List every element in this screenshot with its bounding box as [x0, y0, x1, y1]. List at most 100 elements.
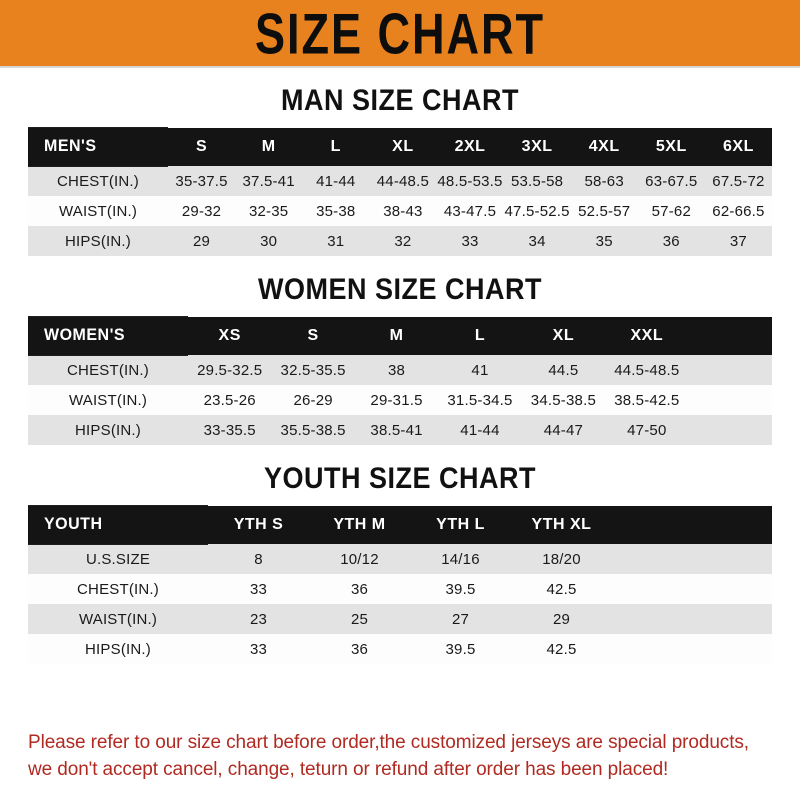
disclaimer-note: Please refer to our size chart before or… — [28, 730, 782, 784]
table-row: CHEST(IN.) 29.5-32.5 32.5-35.5 38 41 44.… — [28, 355, 772, 385]
youth-hips-spacer — [612, 634, 772, 664]
women-size-header-xl: XL — [521, 317, 606, 355]
man-waist-2xl: 43-47.5 — [436, 196, 504, 226]
disclaimer-line-2: we don't accept cancel, change, teturn o… — [28, 758, 669, 780]
women-chest-xs: 29.5-32.5 — [188, 355, 272, 385]
man-row-label-waist: WAIST(IN.) — [28, 196, 168, 226]
youth-chest-spacer — [612, 574, 772, 604]
women-waist-xxl: 38.5-42.5 — [605, 385, 689, 415]
man-size-header-3xl: 3XL — [503, 128, 571, 166]
women-waist-xl: 34.5-38.5 — [521, 385, 606, 415]
youth-chest-l: 39.5 — [410, 574, 511, 604]
youth-size-header-s: YTH S — [208, 506, 309, 544]
women-chest-l: 41 — [438, 355, 522, 385]
man-chest-m: 37.5-41 — [235, 166, 303, 196]
women-size-header-xxl: XXL — [605, 317, 689, 355]
youth-row-label-waist: WAIST(IN.) — [28, 604, 208, 634]
youth-ussize-xl: 18/20 — [511, 544, 612, 574]
women-hips-spacer — [688, 415, 772, 445]
man-waist-m: 32-35 — [235, 196, 303, 226]
table-row: HIPS(IN.) 33 36 39.5 42.5 — [28, 634, 772, 664]
man-waist-4xl: 52.5-57 — [570, 196, 638, 226]
youth-table-body: U.S.SIZE 8 10/12 14/16 18/20 CHEST(IN.) … — [28, 544, 772, 664]
women-size-header-xs: XS — [188, 317, 272, 355]
youth-row-label-ussize: U.S.SIZE — [28, 544, 208, 574]
women-row-label-chest: CHEST(IN.) — [28, 355, 188, 385]
man-size-table: MEN'S S M L XL 2XL 3XL 4XL 5XL 6XL CHEST… — [28, 127, 772, 256]
youth-waist-l: 27 — [410, 604, 511, 634]
man-size-header-s: S — [168, 128, 236, 166]
man-hips-2xl: 33 — [436, 226, 504, 256]
man-table-header: MEN'S S M L XL 2XL 3XL 4XL 5XL 6XL — [28, 127, 772, 167]
table-row: CHEST(IN.) 33 36 39.5 42.5 — [28, 574, 772, 604]
man-waist-xl: 38-43 — [369, 196, 437, 226]
man-chest-3xl: 53.5-58 — [503, 166, 571, 196]
table-row: HIPS(IN.) 29 30 31 32 33 34 35 36 37 — [28, 226, 772, 256]
women-size-header-s: S — [271, 317, 355, 355]
women-hips-xxl: 47-50 — [605, 415, 689, 445]
youth-ussize-spacer — [612, 544, 772, 574]
youth-size-table: YOUTH YTH S YTH M YTH L YTH XL U.S.SIZE … — [28, 505, 772, 664]
youth-section-title: YOUTH SIZE CHART — [263, 461, 536, 495]
youth-table-wrapper: YOUTH YTH S YTH M YTH L YTH XL U.S.SIZE … — [28, 505, 772, 664]
man-hips-4xl: 35 — [570, 226, 638, 256]
youth-ussize-m: 10/12 — [309, 544, 410, 574]
man-chest-2xl: 48.5-53.5 — [436, 166, 504, 196]
women-hips-xl: 44-47 — [521, 415, 606, 445]
man-hips-m: 30 — [235, 226, 303, 256]
women-size-table: WOMEN'S XS S M L XL XXL CHEST(IN.) 29.5-… — [28, 316, 772, 445]
man-section-title: MAN SIZE CHART — [281, 83, 519, 117]
women-table-wrapper: WOMEN'S XS S M L XL XXL CHEST(IN.) 29.5-… — [28, 316, 772, 445]
man-row-label-chest: CHEST(IN.) — [28, 166, 168, 196]
man-chest-xl: 44-48.5 — [369, 166, 437, 196]
man-chest-l: 41-44 — [302, 166, 370, 196]
youth-header-row: YOUTH YTH S YTH M YTH L YTH XL — [28, 505, 772, 545]
man-row-label-hips: HIPS(IN.) — [28, 226, 168, 256]
youth-waist-m: 25 — [309, 604, 410, 634]
man-hips-l: 31 — [302, 226, 370, 256]
man-table-wrapper: MEN'S S M L XL 2XL 3XL 4XL 5XL 6XL CHEST… — [28, 127, 772, 256]
youth-size-header-xl: YTH XL — [511, 506, 612, 544]
women-table-header: WOMEN'S XS S M L XL XXL — [28, 316, 772, 356]
table-row: WAIST(IN.) 23.5-26 26-29 29-31.5 31.5-34… — [28, 385, 772, 415]
youth-hips-s: 33 — [208, 634, 309, 664]
man-size-header-2xl: 2XL — [436, 128, 504, 166]
table-row: WAIST(IN.) 23 25 27 29 — [28, 604, 772, 634]
women-size-header-m: M — [354, 317, 439, 355]
youth-row-label-chest: CHEST(IN.) — [28, 574, 208, 604]
man-chest-s: 35-37.5 — [168, 166, 236, 196]
youth-category-label: YOUTH — [28, 505, 208, 545]
youth-size-header-m: YTH M — [309, 506, 410, 544]
women-waist-s: 26-29 — [271, 385, 355, 415]
youth-waist-spacer — [612, 604, 772, 634]
man-hips-3xl: 34 — [503, 226, 571, 256]
man-chest-4xl: 58-63 — [570, 166, 638, 196]
man-category-label: MEN'S — [28, 127, 168, 167]
youth-header-spacer — [612, 506, 772, 544]
youth-hips-xl: 42.5 — [511, 634, 612, 664]
man-table-body: CHEST(IN.) 35-37.5 37.5-41 41-44 44-48.5… — [28, 166, 772, 256]
table-row: U.S.SIZE 8 10/12 14/16 18/20 — [28, 544, 772, 574]
women-chest-xl: 44.5 — [521, 355, 606, 385]
women-hips-s: 35.5-38.5 — [271, 415, 355, 445]
man-size-header-xl: XL — [369, 128, 437, 166]
man-hips-s: 29 — [168, 226, 236, 256]
youth-waist-xl: 29 — [511, 604, 612, 634]
man-size-header-m: M — [235, 128, 303, 166]
women-waist-m: 29-31.5 — [354, 385, 439, 415]
disclaimer-line-1: Please refer to our size chart before or… — [28, 732, 749, 753]
man-chest-6xl: 67.5-72 — [704, 166, 772, 196]
table-row: CHEST(IN.) 35-37.5 37.5-41 41-44 44-48.5… — [28, 166, 772, 196]
youth-ussize-s: 8 — [208, 544, 309, 574]
man-waist-s: 29-32 — [168, 196, 236, 226]
women-waist-spacer — [688, 385, 772, 415]
youth-waist-s: 23 — [208, 604, 309, 634]
women-hips-m: 38.5-41 — [354, 415, 439, 445]
youth-ussize-l: 14/16 — [410, 544, 511, 574]
women-category-label: WOMEN'S — [28, 316, 188, 356]
man-hips-xl: 32 — [369, 226, 437, 256]
man-hips-5xl: 36 — [637, 226, 705, 256]
women-waist-l: 31.5-34.5 — [438, 385, 522, 415]
youth-table-header: YOUTH YTH S YTH M YTH L YTH XL — [28, 505, 772, 545]
